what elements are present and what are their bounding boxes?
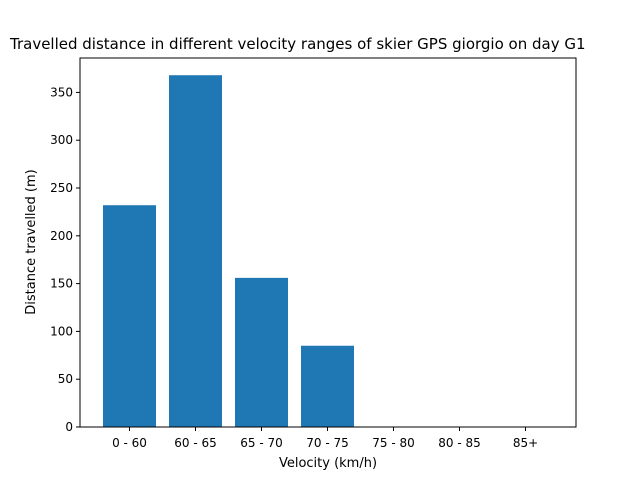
x-tick-label: 85+: [513, 436, 538, 450]
y-axis: 0 50 100 150 200 250 300 350: [50, 85, 80, 434]
bar-1: [169, 75, 222, 428]
bars-group: [103, 75, 354, 428]
x-tick-label: 70 - 75: [306, 436, 349, 450]
y-tick-label: 250: [50, 181, 73, 195]
y-tick-label: 0: [65, 420, 73, 434]
y-tick-label: 200: [50, 229, 73, 243]
x-tick-label: 0 - 60: [112, 436, 147, 450]
y-axis-label: Distance travelled (m): [24, 169, 39, 315]
y-tick-label: 350: [50, 85, 73, 99]
chart-title: Travelled distance in different velocity…: [9, 35, 586, 53]
bar-2: [235, 277, 288, 427]
x-axis-label: Velocity (km/h): [279, 456, 377, 471]
y-tick-label: 50: [58, 372, 73, 386]
x-axis: 0 - 60 60 - 65 65 - 70 70 - 75 75 - 80 80 - 8…: [112, 427, 538, 450]
x-tick-label: 75 - 80: [372, 436, 415, 450]
x-tick-label: 80 - 85: [438, 436, 481, 450]
x-tick-label: 65 - 70: [240, 436, 283, 450]
bar-0: [103, 205, 156, 427]
y-tick-label: 150: [50, 277, 73, 291]
y-tick-label: 300: [50, 133, 73, 147]
x-tick-label: 60 - 65: [174, 436, 217, 450]
y-tick-label: 100: [50, 324, 73, 338]
bar-3: [301, 345, 354, 427]
